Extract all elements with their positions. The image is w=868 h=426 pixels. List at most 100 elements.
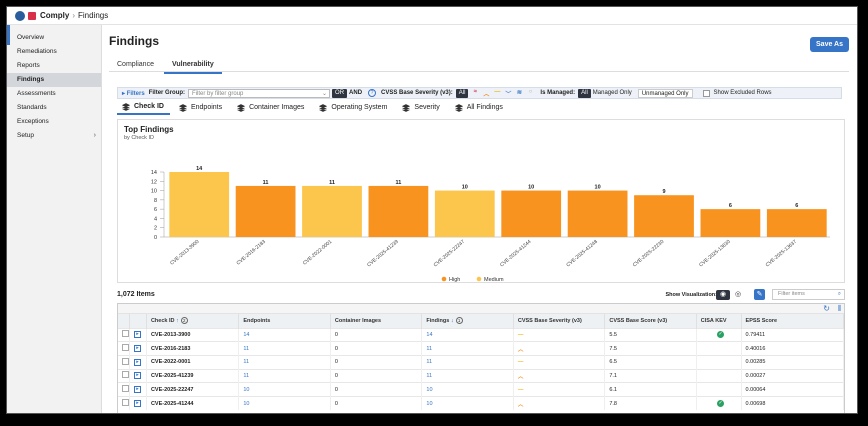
column-header-endpoints[interactable]: Endpoints [238,314,331,328]
sidebar-item-remediations[interactable]: Remediations [7,45,101,59]
column-header-cvss-base-severity-v3[interactable]: CVSS Base Severity (v3) [513,314,606,328]
bar[interactable] [501,190,562,237]
severity-none-icon[interactable]: ≋ [516,89,522,96]
row-checkbox[interactable] [122,357,129,365]
severity-all-button[interactable]: All [455,88,469,98]
row-expand-cell[interactable]: ▸ [129,395,147,411]
tab-compliance[interactable]: Compliance [117,61,154,68]
sidebar-item-standards[interactable]: Standards [7,101,101,115]
findings-count[interactable]: 10 [421,382,514,397]
severity-unknown-icon[interactable]: ○ [528,88,533,95]
check-id[interactable]: CVE-2016-2183 [146,341,240,356]
eye-off-icon[interactable]: ◎ [734,291,742,298]
bar[interactable] [235,185,296,237]
row-checkbox-cell[interactable] [118,395,130,411]
sidebar-item-reports[interactable]: Reports [7,59,101,73]
expand-icon[interactable]: ▸ [134,400,141,408]
expand-icon[interactable]: ▸ [134,386,141,394]
sidebar-item-overview[interactable]: Overview [7,31,101,45]
table-row[interactable]: ▸ CVE-2025-41239 11 0 11 ︿ 7.1 0.00027 [118,368,844,383]
legend-label[interactable]: Medium [484,277,504,283]
bar[interactable] [634,195,694,237]
view-tab-container-images[interactable]: Container Images [232,103,310,115]
managed-all-button[interactable]: All [578,88,591,98]
info-icon[interactable]: 2 [180,317,188,325]
row-checkbox[interactable] [122,344,129,352]
row-checkbox[interactable] [122,371,129,379]
filter-group-select[interactable]: Filter by filter group ⌄ [188,88,331,98]
check-id[interactable]: CVE-2025-41244 [146,395,240,411]
or-toggle[interactable]: OR [332,88,348,98]
filters-toggle[interactable]: ▸ Filters [122,90,145,97]
info-icon[interactable]: 1 [455,317,463,325]
endpoints-count[interactable]: 10 [238,382,331,397]
table-row[interactable]: ▸ CVE-2025-22247 10 0 10—6.1 0.00064 [118,382,844,397]
sidebar-item-assessments[interactable]: Assessments [7,87,101,101]
findings-count[interactable]: 11 [421,341,514,356]
paintbrush-icon[interactable]: ✎ [754,289,765,300]
endpoints-count[interactable]: 10 [238,395,331,411]
row-expand-cell[interactable]: ▸ [129,354,147,370]
sidebar-item-setup[interactable]: Setup › [7,129,101,143]
severity-high-icon[interactable]: ︿ [483,91,490,98]
expand-icon[interactable]: ▸ [134,331,141,339]
severity-low-icon[interactable]: ﹀ [505,91,512,98]
sort-asc-icon[interactable]: ↑ [174,318,179,325]
bar[interactable] [434,190,495,237]
table-row[interactable]: ▸ CVE-2013-3900 14 0 14—5.5 ✓ 0.79411 [118,327,844,342]
view-tab-endpoints[interactable]: Endpoints [174,103,228,115]
findings-count[interactable]: 11 [421,368,514,383]
row-checkbox-cell[interactable] [118,354,130,370]
help-icon[interactable]: ? [368,89,377,97]
expand-icon[interactable]: ▸ [134,358,141,366]
bar[interactable] [302,185,362,237]
row-checkbox-cell[interactable] [118,341,130,356]
row-expand-cell[interactable]: ▸ [129,327,147,342]
check-id[interactable]: CVE-2013-3900 [146,327,240,342]
row-checkbox[interactable] [122,399,129,407]
view-tab-all-findings[interactable]: All Findings [450,103,509,115]
row-expand-cell[interactable]: ▸ [129,382,147,397]
view-tab-operating-system[interactable]: Operating System [314,103,393,115]
column-header-epss-score[interactable]: EPSS Score [741,314,844,328]
row-expand-cell[interactable]: ▸ [129,368,147,383]
endpoints-count[interactable]: 11 [238,368,331,383]
table-row[interactable]: ▸ CVE-2025-41244 10 0 10 ︿ 7.8 ✓ 0.00698 [118,395,844,411]
sidebar-item-findings[interactable]: Findings [7,73,101,87]
bar[interactable] [169,172,230,237]
column-header-cvss-base-score-v3[interactable]: CVSS Base Score (v3) [604,314,697,328]
bar[interactable] [700,209,761,237]
row-checkbox[interactable] [122,385,129,393]
view-tab-check-id[interactable]: Check ID [117,102,170,115]
column-header-cisa-kev[interactable]: CISA KEV [696,314,742,328]
severity-critical-icon[interactable]: ≈ [473,88,478,95]
table-row[interactable]: ▸ CVE-2016-2183 11 0 11 ︿ 7.5 0.40016 [118,341,844,356]
breadcrumb-app[interactable]: Comply [40,11,70,20]
row-checkbox-cell[interactable] [118,382,130,397]
expand-icon[interactable]: ▸ [134,372,141,380]
view-tab-severity[interactable]: Severity [397,103,445,115]
managed-only-button[interactable]: Managed Only [592,90,632,96]
endpoints-count[interactable]: 11 [238,341,331,356]
check-id[interactable]: CVE-2025-22247 [146,382,240,397]
legend-label[interactable]: High [449,277,460,283]
endpoints-count[interactable]: 11 [238,354,331,370]
eye-icon[interactable]: ◉ [716,290,730,300]
check-id[interactable]: CVE-2022-0001 [146,354,240,370]
findings-count[interactable]: 10 [421,395,514,411]
table-row[interactable]: ▸ CVE-2022-0001 11 0 11—6.5 0.00285 [118,354,844,370]
severity-medium-icon[interactable]: — [494,88,501,95]
row-checkbox-cell[interactable] [118,368,130,383]
sort-desc-icon[interactable]: ↓ [449,318,454,325]
filter-items-input[interactable]: Filter items ⌕ [772,289,845,300]
findings-count[interactable]: 11 [421,354,514,370]
column-header-findings[interactable]: Findings ↓ 1 [421,314,514,328]
column-header-container-images[interactable]: Container Images [330,314,423,328]
row-checkbox-cell[interactable] [118,327,130,342]
sidebar-item-exceptions[interactable]: Exceptions [7,115,101,129]
expand-icon[interactable]: ▸ [134,345,141,353]
check-id[interactable]: CVE-2025-41239 [146,368,240,383]
row-checkbox[interactable] [122,330,129,338]
findings-count[interactable]: 14 [421,327,514,342]
show-excluded-checkbox[interactable] [702,89,710,97]
